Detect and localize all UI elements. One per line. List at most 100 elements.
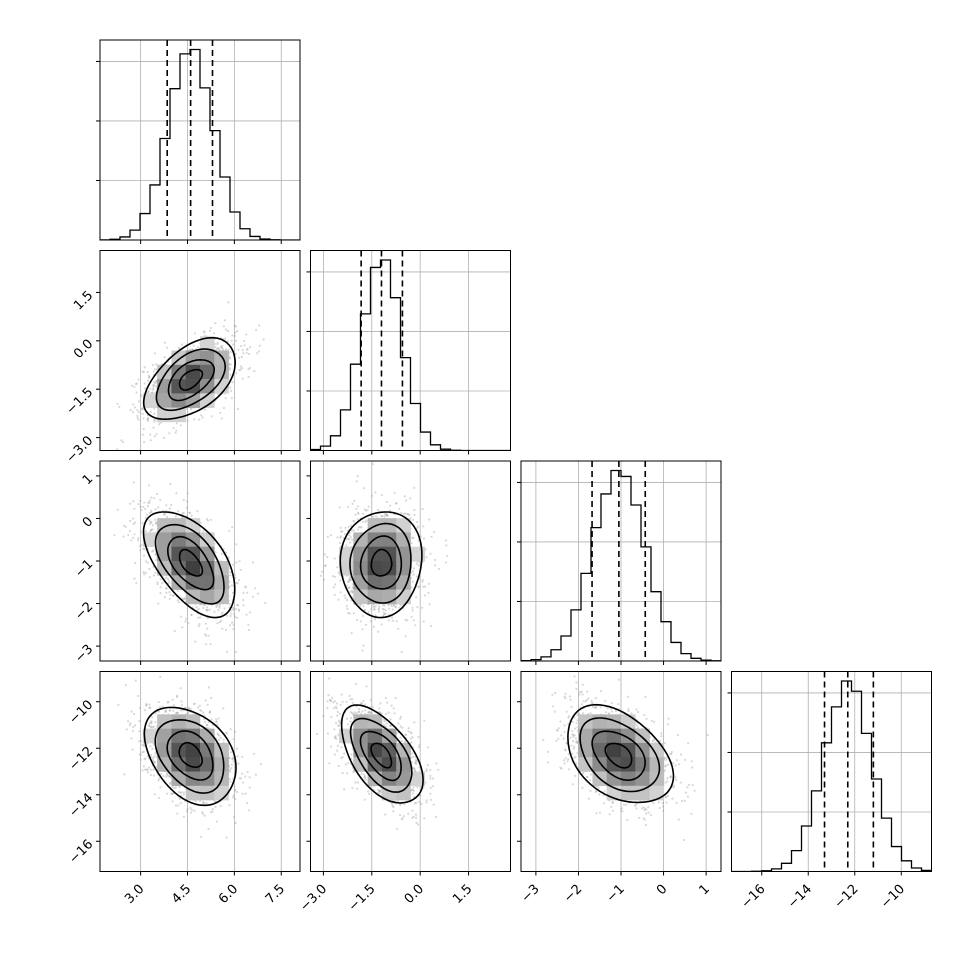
scatter-point: [143, 573, 146, 576]
scatter-point: [348, 534, 351, 537]
scatter-point: [118, 405, 121, 409]
scatter-point: [228, 355, 231, 358]
scatter-point: [135, 382, 138, 385]
scatter-point: [230, 389, 233, 392]
scatter-point: [215, 720, 218, 723]
scatter-point: [193, 809, 196, 812]
scatter-point: [364, 520, 367, 523]
scatter-point: [151, 528, 154, 531]
scatter-point: [143, 382, 146, 385]
scatter-point: [371, 463, 374, 466]
scatter-point: [164, 710, 167, 713]
scatter-point: [221, 345, 224, 348]
scatter-point: [204, 634, 207, 637]
density-cell: [157, 532, 172, 548]
scatter-point: [326, 535, 329, 538]
scatter-point: [125, 728, 128, 731]
scatter-point: [181, 343, 184, 346]
scatter-point: [157, 700, 160, 704]
scatter-point: [370, 494, 373, 497]
scatter-point: [150, 510, 153, 514]
scatter-point: [351, 586, 354, 589]
scatter-point: [362, 605, 365, 608]
scatter-point: [434, 564, 437, 567]
contour-level-0: [178, 548, 204, 577]
scatter-point: [147, 766, 150, 769]
scatter-point: [331, 575, 334, 578]
scatter-point: [184, 620, 187, 623]
scatter-point: [159, 578, 162, 581]
y-tick-label: −2: [72, 599, 96, 623]
scatter-point: [352, 520, 355, 523]
scatter-point: [202, 801, 205, 804]
scatter-point: [165, 587, 168, 590]
scatter-point: [227, 329, 230, 333]
scatter-point: [222, 406, 225, 410]
contour-level-1: [359, 535, 403, 590]
scatter-point: [146, 391, 149, 394]
scatter-point: [145, 768, 149, 771]
scatter-point: [419, 535, 422, 538]
scatter-point: [132, 481, 135, 484]
scatter-point: [210, 415, 213, 418]
scatter-point: [421, 579, 424, 582]
scatter-point: [227, 348, 230, 351]
scatter-point: [172, 594, 175, 597]
scatter-point: [234, 821, 237, 825]
scatter-point: [132, 411, 135, 414]
scatter-point: [337, 598, 340, 601]
scatter-point: [253, 370, 256, 373]
scatter-point: [150, 720, 153, 723]
scatter-point: [152, 384, 155, 387]
scatter-point: [127, 720, 130, 723]
scatter-point: [172, 594, 175, 597]
scatter-point: [136, 409, 139, 412]
scatter-point: [226, 650, 229, 653]
scatter-point: [192, 344, 195, 347]
scatter-point: [184, 617, 188, 620]
scatter-point: [376, 508, 380, 512]
scatter-point: [168, 774, 171, 777]
scatter-point: [131, 730, 135, 733]
scatter-point: [148, 376, 151, 379]
scatter-point: [198, 623, 201, 626]
scatter-point: [244, 586, 247, 589]
scatter-point: [204, 622, 208, 625]
scatter-point: [359, 604, 362, 608]
scatter-point: [191, 348, 194, 351]
scatter-point: [142, 417, 145, 420]
scatter-point: [236, 582, 239, 585]
scatter-point: [144, 560, 148, 563]
scatter-point: [204, 633, 207, 636]
scatter-point: [231, 334, 234, 337]
scatter-point: [359, 526, 362, 529]
scatter-point: [147, 374, 150, 377]
scatter-point: [151, 550, 154, 553]
scatter-point: [351, 583, 354, 586]
scatter-point: [155, 522, 158, 526]
scatter-point: [164, 710, 167, 714]
scatter-point: [238, 356, 241, 359]
density-cell: [200, 379, 215, 394]
scatter-point: [148, 376, 151, 379]
scatter-point: [374, 491, 377, 494]
scatter-point: [347, 505, 350, 508]
scatter-point: [130, 737, 133, 740]
density-cell: [185, 561, 201, 576]
scatter-point: [233, 615, 236, 619]
scatter-point: [149, 410, 152, 413]
scatter-point: [200, 414, 203, 417]
scatter-point: [208, 608, 211, 611]
scatter-point: [203, 814, 206, 817]
scatter-point: [244, 775, 247, 778]
scatter-point: [411, 536, 414, 539]
scatter-point: [157, 710, 160, 713]
scatter-point: [221, 347, 224, 350]
scatter-point: [242, 591, 245, 594]
scatter-point: [219, 411, 222, 414]
scatter-point: [168, 591, 171, 594]
scatter-point: [236, 616, 239, 619]
scatter-point: [175, 492, 178, 495]
scatter-point: [165, 775, 168, 778]
y-tick-label: 1.5: [71, 288, 96, 313]
